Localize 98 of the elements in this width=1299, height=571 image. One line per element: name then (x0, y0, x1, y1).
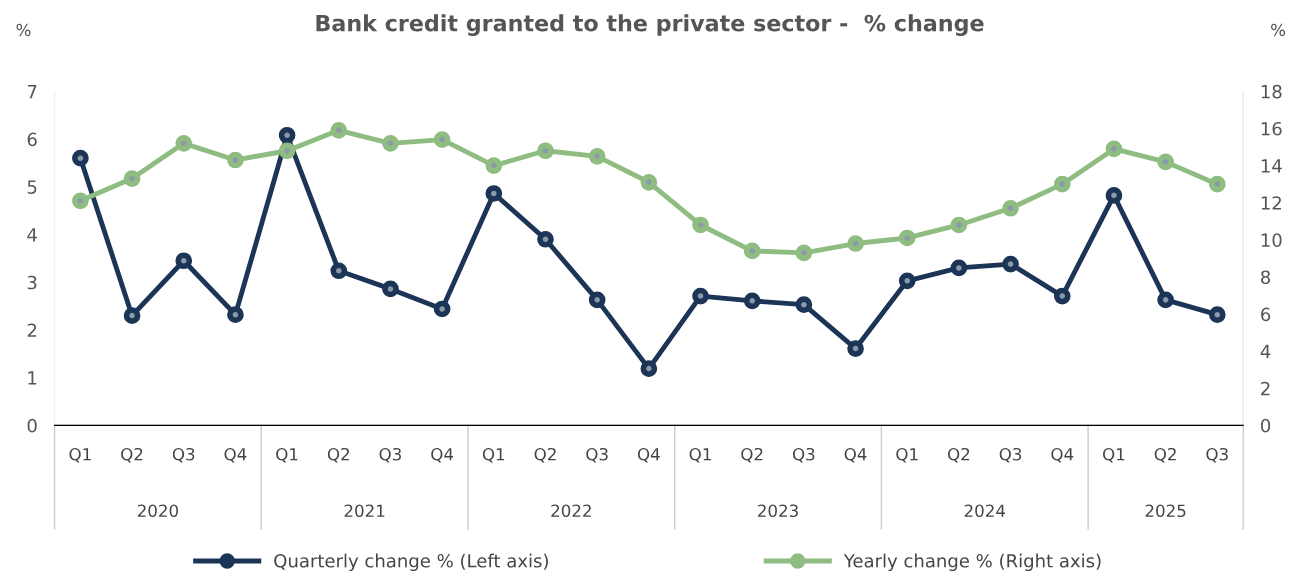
point (382, 134, 399, 152)
x-tick-label: Q1 (689, 447, 711, 463)
y2-axis-title: % (1271, 23, 1286, 37)
y2-tick-label: 4 (1260, 344, 1271, 359)
x-tick-label: Q4 (224, 447, 247, 463)
x-tick-label: Q2 (947, 447, 970, 463)
point (433, 300, 451, 318)
y2-tick-label: 10 (1261, 233, 1282, 247)
point (1157, 291, 1174, 309)
x-tick-label: Q2 (1154, 447, 1176, 463)
point (1053, 175, 1071, 193)
x-tick-label: Q2 (741, 447, 763, 463)
text: 2023 (758, 504, 798, 518)
point (1002, 255, 1019, 273)
point (485, 157, 503, 174)
point (537, 230, 554, 248)
point (1208, 306, 1226, 324)
point (278, 126, 296, 144)
x-tick-label: Q4 (844, 447, 867, 463)
text: 2024 (964, 504, 1006, 518)
y2-tick-label: 12 (1261, 196, 1281, 210)
point (175, 252, 193, 270)
x-tick-label: Q2 (534, 447, 556, 463)
point (1053, 287, 1071, 305)
point (692, 216, 709, 234)
point (123, 307, 141, 324)
y-tick-label: 3 (27, 275, 37, 290)
point (330, 262, 348, 280)
point (640, 360, 658, 377)
point (1157, 153, 1174, 171)
point (743, 292, 761, 310)
y-tick-label: 5 (27, 180, 37, 194)
x-tick-label: Q1 (896, 447, 918, 463)
y-tick-label: 0 (27, 418, 37, 433)
point (227, 151, 244, 169)
x-tick-label: Q1 (1103, 447, 1125, 463)
point (588, 147, 606, 165)
point (1105, 187, 1123, 204)
point (433, 131, 451, 148)
point (795, 244, 813, 262)
text: 2025 (1145, 504, 1186, 518)
x-tick-label: Q3 (379, 447, 401, 463)
x-tick-label: Q3 (792, 447, 815, 463)
text: 2020 (137, 504, 179, 518)
x-tick-label: Q3 (586, 447, 608, 463)
point (847, 340, 864, 357)
point (795, 296, 813, 313)
y-axis-title: % (16, 23, 31, 37)
point (588, 291, 606, 309)
point (227, 306, 244, 324)
point (847, 235, 864, 252)
point (1208, 175, 1226, 193)
point (485, 185, 503, 202)
legend-label: Yearly change % (Right axis) (843, 553, 1101, 571)
point (382, 280, 399, 298)
x-tick-label: Q3 (172, 447, 195, 463)
point (692, 287, 709, 305)
x-tick-label: Q3 (1206, 447, 1228, 463)
point (950, 259, 968, 277)
point (743, 242, 761, 260)
point (123, 170, 141, 187)
point (640, 173, 658, 191)
y-tick-label: 4 (27, 228, 37, 242)
y-tick-label: 7 (27, 85, 37, 99)
y2-tick-label: 16 (1261, 121, 1282, 136)
x-tick-label: Q1 (482, 447, 505, 463)
point (898, 229, 916, 247)
point (175, 134, 193, 152)
y2-tick-label: 18 (1261, 84, 1282, 99)
y-tick-label: 1 (28, 371, 37, 385)
point (1002, 199, 1019, 217)
text: 2021 (344, 504, 385, 518)
x-tick-label: Q2 (121, 447, 143, 463)
point (278, 142, 296, 160)
point (72, 192, 89, 210)
point (898, 272, 916, 290)
x-tick-label: Q4 (1051, 447, 1074, 463)
y2-tick-label: 8 (1261, 270, 1271, 285)
y2-tick-label: 14 (1261, 159, 1282, 173)
y2-tick-label: 6 (1261, 307, 1271, 322)
x-tick-label: Q3 (999, 447, 1022, 463)
text: 2022 (551, 504, 591, 518)
point (1105, 140, 1123, 158)
x-tick-label: Q4 (431, 447, 454, 463)
point (537, 142, 554, 160)
chart-title: Bank credit granted to the private sector - % change (316, 14, 984, 36)
x-tick-label: Q1 (276, 447, 298, 463)
y2-tick-label: 2 (1261, 381, 1270, 396)
point (330, 121, 348, 139)
y2-tick-label: 0 (1261, 418, 1271, 433)
x-tick-label: Q2 (327, 447, 349, 463)
point (72, 149, 89, 167)
y-tick-label: 2 (27, 323, 37, 337)
point (950, 216, 968, 234)
x-tick-label: Q4 (637, 447, 660, 463)
legend-label: Quarterly change % (Left axis) (274, 553, 548, 571)
y-tick-label: 6 (27, 132, 37, 147)
x-tick-label: Q1 (69, 447, 91, 463)
